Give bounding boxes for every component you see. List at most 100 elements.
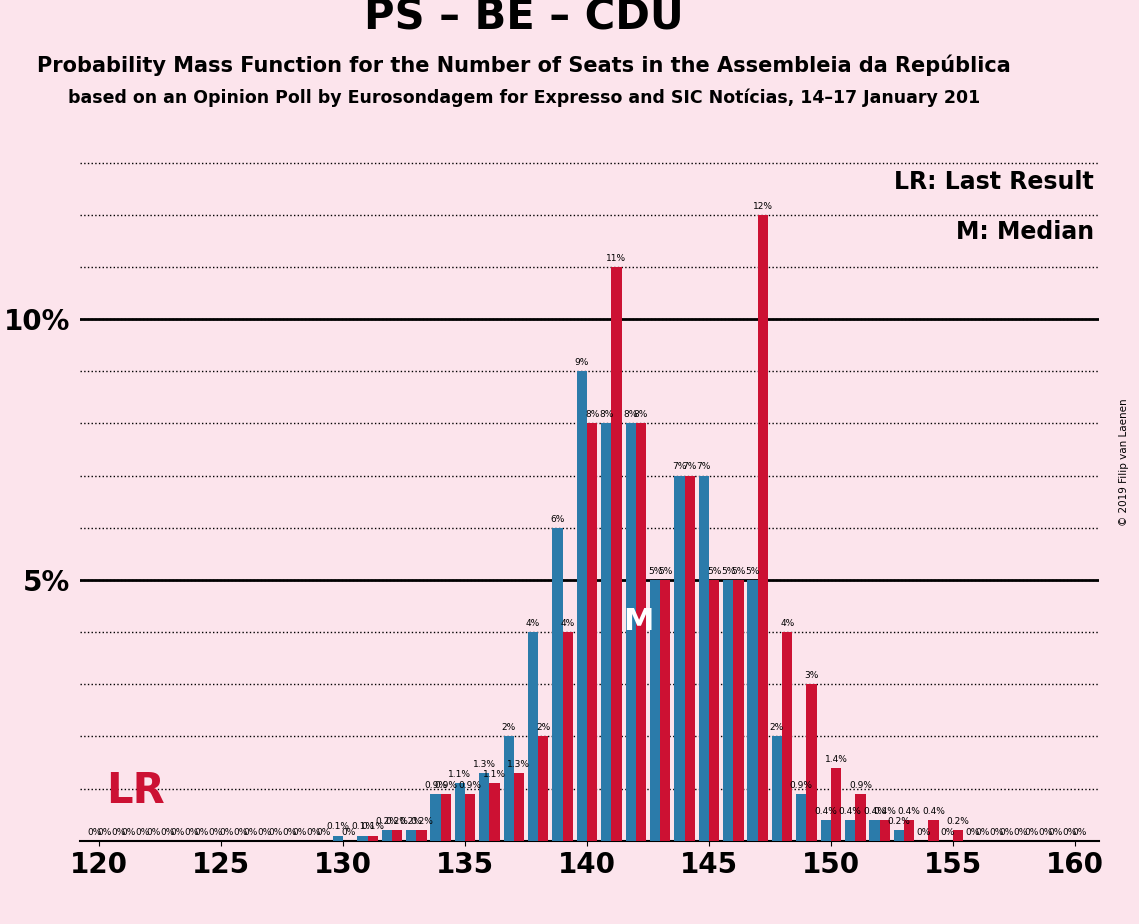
Text: 0%: 0% bbox=[219, 828, 233, 836]
Bar bbox=[820, 820, 830, 841]
Text: 0.2%: 0.2% bbox=[400, 817, 423, 826]
Bar bbox=[368, 835, 378, 841]
Text: 0.9%: 0.9% bbox=[849, 781, 871, 790]
Bar bbox=[587, 423, 597, 841]
Text: 0%: 0% bbox=[975, 828, 990, 836]
Text: 0.1%: 0.1% bbox=[361, 822, 384, 832]
Text: 0%: 0% bbox=[916, 828, 931, 836]
Text: 2%: 2% bbox=[501, 723, 516, 733]
Bar bbox=[674, 476, 685, 841]
Text: 8%: 8% bbox=[585, 410, 599, 419]
Text: 0.4%: 0.4% bbox=[863, 807, 886, 816]
Text: 0%: 0% bbox=[112, 828, 125, 836]
Bar bbox=[845, 820, 855, 841]
Text: 0.4%: 0.4% bbox=[874, 807, 896, 816]
Bar bbox=[747, 580, 757, 841]
Text: 5%: 5% bbox=[721, 566, 736, 576]
Bar bbox=[650, 580, 661, 841]
Text: 11%: 11% bbox=[606, 254, 626, 262]
Bar bbox=[698, 476, 708, 841]
Text: M: Median: M: Median bbox=[956, 220, 1095, 244]
Text: 0.9%: 0.9% bbox=[789, 781, 813, 790]
Text: 5%: 5% bbox=[648, 566, 662, 576]
Text: 0%: 0% bbox=[1024, 828, 1039, 836]
Text: 8%: 8% bbox=[623, 410, 638, 419]
Text: 0.9%: 0.9% bbox=[459, 781, 482, 790]
Bar bbox=[869, 820, 879, 841]
Bar bbox=[772, 736, 782, 841]
Bar bbox=[734, 580, 744, 841]
Text: 0%: 0% bbox=[244, 828, 257, 836]
Text: 1.4%: 1.4% bbox=[825, 755, 847, 763]
Text: 4%: 4% bbox=[560, 619, 575, 628]
Text: 8%: 8% bbox=[633, 410, 648, 419]
Bar bbox=[612, 267, 622, 841]
Bar bbox=[480, 773, 490, 841]
Text: 0%: 0% bbox=[122, 828, 136, 836]
Text: 0%: 0% bbox=[1048, 828, 1063, 836]
Text: 0.4%: 0.4% bbox=[814, 807, 837, 816]
Text: 7%: 7% bbox=[682, 462, 697, 471]
Text: 0%: 0% bbox=[171, 828, 185, 836]
Text: 4%: 4% bbox=[526, 619, 540, 628]
Bar bbox=[358, 835, 368, 841]
Text: 0%: 0% bbox=[965, 828, 980, 836]
Bar bbox=[661, 580, 671, 841]
Bar bbox=[539, 736, 549, 841]
Text: 0%: 0% bbox=[195, 828, 210, 836]
Bar bbox=[528, 632, 539, 841]
Text: 7%: 7% bbox=[697, 462, 711, 471]
Text: LR: Last Result: LR: Last Result bbox=[894, 170, 1095, 194]
Bar bbox=[879, 820, 890, 841]
Text: 0%: 0% bbox=[185, 828, 199, 836]
Text: M: M bbox=[623, 607, 653, 637]
Text: 0.4%: 0.4% bbox=[923, 807, 945, 816]
Text: 0.2%: 0.2% bbox=[386, 817, 409, 826]
Text: 4%: 4% bbox=[780, 619, 794, 628]
Text: 5%: 5% bbox=[658, 566, 672, 576]
Text: 0.4%: 0.4% bbox=[838, 807, 861, 816]
Bar bbox=[796, 794, 806, 841]
Text: 0.2%: 0.2% bbox=[887, 817, 910, 826]
Bar bbox=[625, 423, 636, 841]
Text: 5%: 5% bbox=[731, 566, 746, 576]
Text: 0%: 0% bbox=[341, 828, 355, 836]
Text: 9%: 9% bbox=[575, 359, 589, 367]
Text: 8%: 8% bbox=[599, 410, 614, 419]
Bar bbox=[782, 632, 793, 841]
Text: 0%: 0% bbox=[1038, 828, 1052, 836]
Bar bbox=[636, 423, 646, 841]
Text: 1.3%: 1.3% bbox=[508, 760, 531, 769]
Text: © 2019 Filip van Laenen: © 2019 Filip van Laenen bbox=[1120, 398, 1129, 526]
Text: 2%: 2% bbox=[770, 723, 784, 733]
Text: 3%: 3% bbox=[804, 671, 819, 680]
Text: 0%: 0% bbox=[161, 828, 174, 836]
Text: 7%: 7% bbox=[672, 462, 687, 471]
Text: 1.1%: 1.1% bbox=[483, 771, 506, 779]
Bar bbox=[382, 831, 392, 841]
Bar bbox=[830, 768, 841, 841]
Text: 0%: 0% bbox=[1014, 828, 1029, 836]
Bar bbox=[806, 685, 817, 841]
Bar bbox=[757, 214, 768, 841]
Text: 0.2%: 0.2% bbox=[376, 817, 399, 826]
Bar bbox=[601, 423, 612, 841]
Bar bbox=[392, 831, 402, 841]
Text: 0.2%: 0.2% bbox=[410, 817, 433, 826]
Bar bbox=[441, 794, 451, 841]
Text: 0%: 0% bbox=[208, 828, 223, 836]
Text: 0%: 0% bbox=[941, 828, 954, 836]
Text: 0%: 0% bbox=[87, 828, 101, 836]
Text: 0%: 0% bbox=[293, 828, 306, 836]
Bar bbox=[855, 794, 866, 841]
Text: 6%: 6% bbox=[550, 515, 565, 524]
Text: 0%: 0% bbox=[990, 828, 1003, 836]
Bar bbox=[552, 528, 563, 841]
Text: 0.2%: 0.2% bbox=[947, 817, 969, 826]
Text: PS – BE – CDU: PS – BE – CDU bbox=[364, 0, 683, 39]
Bar bbox=[723, 580, 734, 841]
Text: 0%: 0% bbox=[306, 828, 321, 836]
Text: based on an Opinion Poll by Eurosondagem for Expresso and SIC Notícias, 14–17 Ja: based on an Opinion Poll by Eurosondagem… bbox=[68, 89, 980, 107]
Bar bbox=[405, 831, 416, 841]
Text: 0%: 0% bbox=[317, 828, 331, 836]
